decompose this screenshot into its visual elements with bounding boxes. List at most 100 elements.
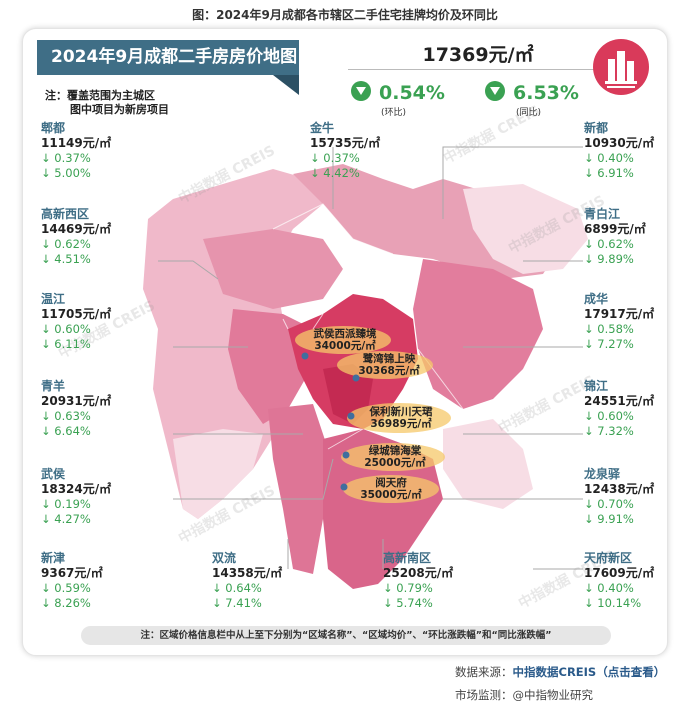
legend-footnote: 注：区域价格信息栏中从上至下分别为“区域名称”、“区域均价”、“环比涨跌幅”和“… bbox=[81, 626, 611, 645]
district-qingyang: 青羊 20931元/㎡ ↓ 0.63% ↓ 6.64% bbox=[41, 379, 151, 439]
district-yoy: ↓ 5.74% bbox=[383, 596, 433, 610]
district-longquanyi: 龙泉驿 12438元/㎡ ↓ 0.70% ↓ 9.91% bbox=[584, 467, 667, 527]
district-mom: ↓ 0.37% bbox=[41, 151, 91, 165]
banner-corner-shape bbox=[273, 75, 299, 95]
district-name: 温江 bbox=[41, 292, 66, 306]
map-region-east bbox=[413, 259, 543, 409]
mom-label: (环比) bbox=[381, 108, 407, 118]
project-label: 绿城锦海棠 25000元/㎡ bbox=[345, 445, 445, 469]
project-dot-5 bbox=[340, 483, 348, 491]
data-source-link[interactable]: 中指数据CREIS（点击查看） bbox=[512, 665, 666, 679]
project-price: 34000元/㎡ bbox=[314, 340, 376, 352]
district-price: 18324元/㎡ bbox=[41, 482, 112, 496]
project-dot-2 bbox=[352, 374, 360, 382]
district-qingbaijiang: 青白江 6899元/㎡ ↓ 0.62% ↓ 9.89% bbox=[584, 207, 667, 267]
map-region-xinjin bbox=[173, 429, 263, 519]
coverage-note: 注：覆盖范围为主城区 图中项目为新房项目 bbox=[45, 89, 169, 117]
project-label: 武侯西派臻境 34000元/㎡ bbox=[297, 328, 393, 352]
map-region-shuangliu bbox=[268, 404, 328, 574]
district-yoy: ↓ 8.26% bbox=[41, 596, 91, 610]
district-yoy: ↓ 7.32% bbox=[584, 424, 634, 438]
map-region-gaoxinxi bbox=[203, 229, 343, 309]
district-mom: ↓ 0.60% bbox=[584, 409, 634, 423]
district-jinniu: 金牛 15735元/㎡ ↓ 0.37% ↓ 4.42% bbox=[310, 121, 420, 181]
district-mom: ↓ 0.70% bbox=[584, 497, 634, 511]
data-source-label: 数据来源： bbox=[455, 665, 513, 679]
project-price: 25000元/㎡ bbox=[364, 457, 426, 469]
district-yoy: ↓ 9.89% bbox=[584, 252, 634, 266]
district-xindu: 新都 10930元/㎡ ↓ 0.40% ↓ 6.91% bbox=[584, 121, 667, 181]
project-dot-3 bbox=[347, 412, 355, 420]
project-price: 30368元/㎡ bbox=[358, 365, 420, 377]
mom-change: 0.54% bbox=[351, 79, 445, 104]
project-price: 35000元/㎡ bbox=[360, 489, 422, 501]
district-mom: ↓ 0.64% bbox=[212, 581, 262, 595]
district-yoy: ↓ 9.91% bbox=[584, 512, 634, 526]
district-mom: ↓ 0.60% bbox=[41, 322, 91, 336]
city-skyline-logo-icon bbox=[593, 39, 649, 95]
district-wuhou: 武侯 18324元/㎡ ↓ 0.19% ↓ 4.27% bbox=[41, 467, 151, 527]
district-price: 17917元/㎡ bbox=[584, 307, 655, 321]
map-card: 中指数据 CREIS 中指数据 CREIS 中指数据 CREIS 中指数据 CR… bbox=[22, 28, 668, 656]
coverage-note-line2: 图中项目为新房项目 bbox=[70, 103, 169, 116]
district-price: 14469元/㎡ bbox=[41, 222, 112, 236]
map-region-southeast bbox=[443, 419, 533, 509]
project-name: 绿城锦海棠 bbox=[368, 445, 422, 457]
district-price: 12438元/㎡ bbox=[584, 482, 655, 496]
district-shuangliu: 双流 14358元/㎡ ↓ 0.64% ↓ 7.41% bbox=[212, 551, 322, 611]
district-gaoxinnan: 高新南区 25208元/㎡ ↓ 0.79% ↓ 5.74% bbox=[383, 551, 493, 611]
yoy-label: (同比) bbox=[516, 108, 542, 118]
project-dot-1 bbox=[301, 352, 309, 360]
district-tianfu: 天府新区 17609元/㎡ ↓ 0.40% ↓ 10.14% bbox=[584, 551, 667, 611]
district-mom: ↓ 0.62% bbox=[41, 237, 91, 251]
district-name: 天府新区 bbox=[584, 551, 633, 565]
district-yoy: ↓ 5.00% bbox=[41, 166, 91, 180]
district-name: 龙泉驿 bbox=[584, 467, 621, 481]
district-price: 15735元/㎡ bbox=[310, 136, 381, 150]
district-yoy: ↓ 4.42% bbox=[310, 166, 360, 180]
project-name: 阅天府 bbox=[375, 477, 407, 489]
district-mom: ↓ 0.37% bbox=[310, 151, 360, 165]
district-name: 成华 bbox=[584, 292, 609, 306]
project-name: 武侯西派臻境 bbox=[313, 328, 377, 340]
district-price: 11705元/㎡ bbox=[41, 307, 112, 321]
district-mom: ↓ 0.59% bbox=[41, 581, 91, 595]
district-price: 20931元/㎡ bbox=[41, 394, 112, 408]
district-name: 双流 bbox=[212, 551, 237, 565]
district-gaoxinxi: 高新西区 14469元/㎡ ↓ 0.62% ↓ 4.51% bbox=[41, 207, 151, 267]
district-yoy: ↓ 7.41% bbox=[212, 596, 262, 610]
district-yoy: ↓ 4.51% bbox=[41, 252, 91, 266]
district-price: 17609元/㎡ bbox=[584, 566, 655, 580]
district-chenghua: 成华 17917元/㎡ ↓ 0.58% ↓ 7.27% bbox=[584, 292, 667, 352]
project-label: 保利新川天珺 36989元/㎡ bbox=[351, 406, 451, 430]
district-price: 24551元/㎡ bbox=[584, 394, 655, 408]
project-label: 阅天府 35000元/㎡ bbox=[343, 477, 439, 501]
district-price: 14358元/㎡ bbox=[212, 566, 283, 580]
map-title-banner: 2024年9月成都二手房房价地图 bbox=[37, 40, 299, 75]
district-name: 武侯 bbox=[41, 467, 66, 481]
district-name: 青白江 bbox=[584, 207, 621, 221]
project-dot-4 bbox=[342, 451, 350, 459]
district-name: 青羊 bbox=[41, 379, 66, 393]
district-name: 新都 bbox=[584, 121, 609, 135]
district-name: 高新南区 bbox=[383, 551, 432, 565]
project-label: 鹭湾锦上映 30368元/㎡ bbox=[341, 353, 437, 377]
district-wenjiang: 温江 11705元/㎡ ↓ 0.60% ↓ 6.11% bbox=[41, 292, 151, 352]
district-mom: ↓ 0.79% bbox=[383, 581, 433, 595]
district-mom: ↓ 0.58% bbox=[584, 322, 634, 336]
mom-value: 0.54% bbox=[379, 82, 445, 104]
district-mom: ↓ 0.40% bbox=[584, 581, 634, 595]
district-jinjiang: 锦江 24551元/㎡ ↓ 0.60% ↓ 7.32% bbox=[584, 379, 667, 439]
coverage-note-line1: 注：覆盖范围为主城区 bbox=[45, 89, 155, 102]
district-price: 11149元/㎡ bbox=[41, 136, 112, 150]
figure-caption: 图：2024年9月成都各市辖区二手住宅挂牌均价及环同比 bbox=[192, 8, 498, 22]
market-monitor-credit: 市场监测：@中指物业研究 bbox=[455, 688, 593, 702]
yoy-change: 6.53% bbox=[485, 79, 579, 104]
district-price: 10930元/㎡ bbox=[584, 136, 655, 150]
summary-divider bbox=[348, 69, 600, 70]
down-arrow-icon bbox=[351, 81, 371, 101]
city-average-price: 17369元/㎡ bbox=[422, 44, 534, 66]
project-bubble-3 bbox=[347, 403, 451, 433]
project-bubble-5 bbox=[343, 475, 439, 503]
district-yoy: ↓ 6.91% bbox=[584, 166, 634, 180]
